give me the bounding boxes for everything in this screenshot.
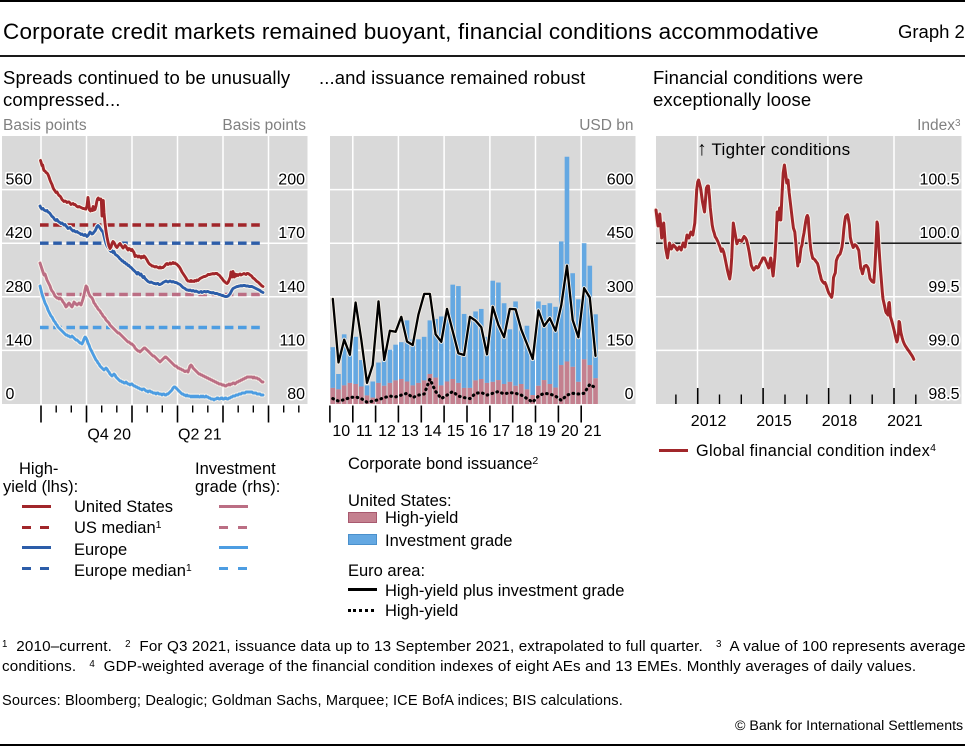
svg-text:110: 110 xyxy=(279,332,305,349)
svg-text:140: 140 xyxy=(278,279,305,296)
svg-text:Q4 20: Q4 20 xyxy=(87,427,131,444)
svg-text:19: 19 xyxy=(538,423,556,440)
svg-text:300: 300 xyxy=(607,279,634,296)
svg-text:15: 15 xyxy=(447,423,465,440)
svg-text:21: 21 xyxy=(584,423,602,440)
svg-text:170: 170 xyxy=(278,225,305,242)
svg-text:140: 140 xyxy=(6,332,33,349)
svg-text:11: 11 xyxy=(356,423,373,440)
svg-text:2012: 2012 xyxy=(691,413,727,430)
svg-text:16: 16 xyxy=(470,423,488,440)
svg-text:18: 18 xyxy=(515,423,533,440)
svg-text:Q2 21: Q2 21 xyxy=(178,427,222,444)
svg-text:99.0: 99.0 xyxy=(928,332,959,349)
svg-text:17: 17 xyxy=(492,423,510,440)
svg-text:100.5: 100.5 xyxy=(919,172,959,189)
svg-text:0: 0 xyxy=(6,386,15,403)
svg-text:600: 600 xyxy=(607,172,634,189)
svg-text:150: 150 xyxy=(607,332,634,349)
svg-text:2021: 2021 xyxy=(887,413,923,430)
svg-text:14: 14 xyxy=(424,423,442,440)
svg-text:450: 450 xyxy=(607,225,634,242)
svg-text:420: 420 xyxy=(6,225,33,242)
svg-text:20: 20 xyxy=(561,423,579,440)
svg-text:98.5: 98.5 xyxy=(928,386,959,403)
svg-text:100.0: 100.0 xyxy=(919,225,959,242)
svg-text:2015: 2015 xyxy=(756,413,792,430)
svg-text:2018: 2018 xyxy=(822,413,858,430)
svg-text:13: 13 xyxy=(401,423,419,440)
svg-text:10: 10 xyxy=(332,423,350,440)
svg-text:560: 560 xyxy=(6,172,33,189)
svg-text:280: 280 xyxy=(6,279,33,296)
svg-text:200: 200 xyxy=(278,172,305,189)
svg-text:99.5: 99.5 xyxy=(928,279,959,296)
svg-text:0: 0 xyxy=(625,386,634,403)
svg-text:80: 80 xyxy=(287,386,305,403)
svg-text:12: 12 xyxy=(378,423,396,440)
